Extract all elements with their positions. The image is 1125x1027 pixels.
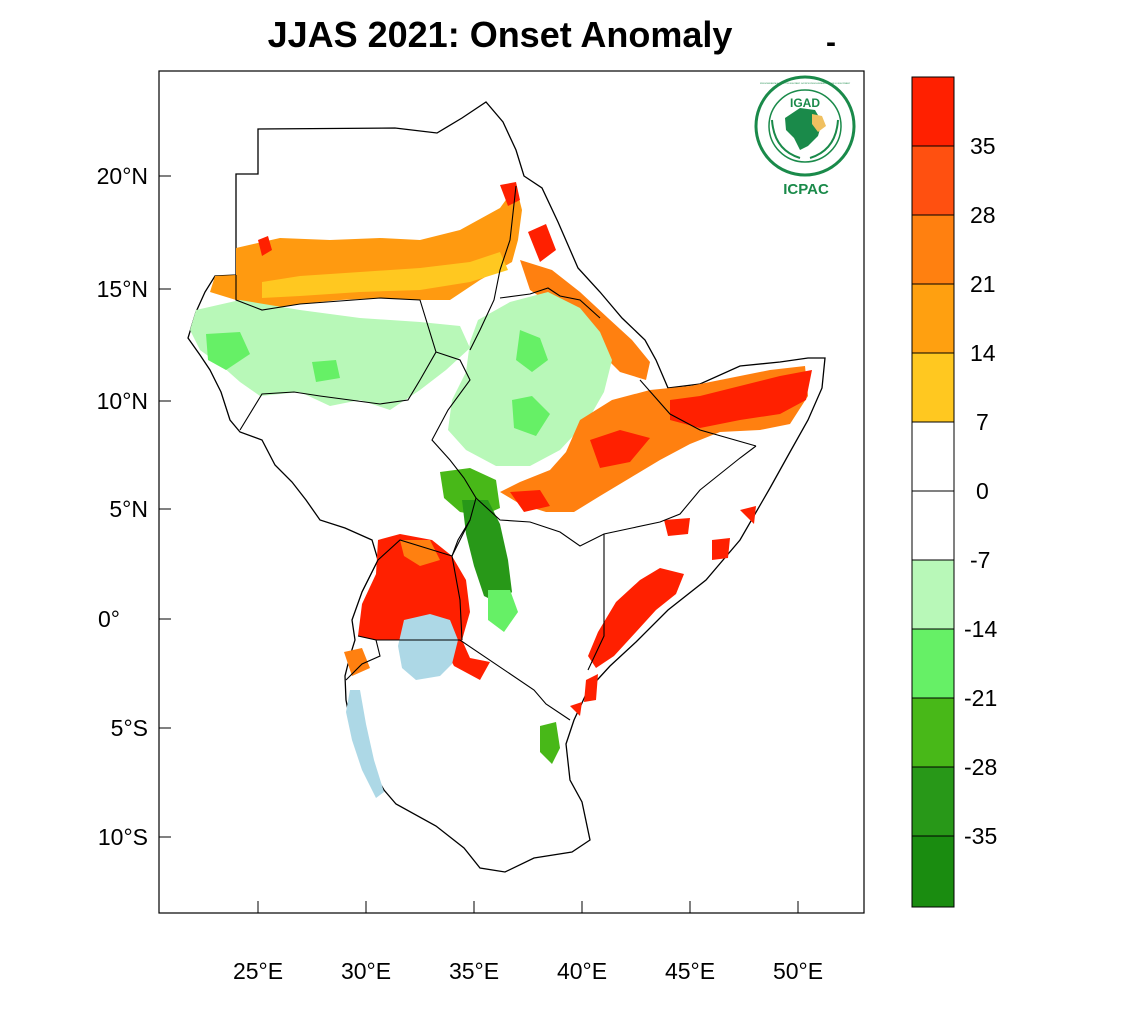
colorbar-box-9: [911, 628, 955, 699]
colorbar-label-9: -21: [964, 685, 997, 711]
colorbar-box-6: [911, 421, 955, 492]
colorbar-label-1: 35: [970, 133, 996, 159]
logo-bottom-text: ICPAC: [783, 181, 829, 198]
colorbar-label-6: 0: [976, 478, 989, 504]
colorbar-label-5: 7: [976, 409, 989, 435]
logo-laurel-icon: [771, 119, 839, 159]
colorbar-label-11: -35: [964, 823, 997, 849]
colorbar-label-4: 14: [970, 340, 996, 366]
colorbar-box-5: [911, 352, 955, 423]
colorbar-box-12: [911, 835, 955, 908]
colorbar-label-3: 21: [970, 271, 996, 297]
colorbar-box-11: [911, 766, 955, 837]
axis-ticks: [159, 175, 799, 913]
anomaly-kenya-green: [462, 500, 512, 604]
anomaly-uganda-orange: [344, 540, 440, 676]
anomaly-sudan-yellow: [262, 252, 508, 298]
lake-tanganyika: [346, 690, 384, 798]
anomaly-somalia-red-spots: [570, 506, 756, 716]
lon-label-40e: 40°E: [557, 958, 607, 984]
map-title: JJAS 2021: Onset Anomaly: [267, 14, 733, 55]
lake-victoria: [398, 614, 458, 680]
colorbar-label-2: 28: [970, 202, 996, 228]
lon-label-50e: 50°E: [773, 958, 823, 984]
country-borders: [235, 185, 757, 721]
lat-label-20n: 20°N: [97, 163, 148, 189]
lat-label-0: 0°: [98, 606, 120, 632]
colorbar-label-10: -28: [964, 754, 997, 780]
lat-labels: 20°N 15°N 10°N 5°N 0° 5°S 10°S: [97, 163, 148, 850]
colorbar-box-7: [911, 490, 955, 561]
lon-label-25e: 25°E: [233, 958, 283, 984]
lat-label-5n: 5°N: [109, 496, 148, 522]
colorbar-box-4: [911, 283, 955, 354]
lat-label-10n: 10°N: [97, 388, 148, 414]
anomaly-kenya-lightgreen: [488, 590, 518, 632]
logo-horn-icon: [812, 114, 826, 132]
anomaly-southsudan-green2: [206, 332, 340, 382]
lat-label-5s: 5°S: [111, 715, 148, 741]
anomaly-somaliland-red: [510, 370, 812, 512]
igad-icpac-logo: IGAD INTERGOVERNMENTAL AUTHORITY ON DEVE…: [754, 75, 856, 198]
anomaly-tanzania-green: [540, 722, 560, 764]
lat-label-10s: 10°S: [98, 824, 148, 850]
map-content: [159, 101, 826, 913]
title-mark: -: [826, 26, 836, 59]
lon-labels: 25°E 30°E 35°E 40°E 45°E 50°E: [233, 958, 823, 984]
anomaly-southsudan-green: [190, 300, 470, 410]
logo-ring-text: INTERGOVERNMENTAL AUTHORITY ON DEVELOPME…: [760, 82, 850, 85]
anomaly-somalia-red: [588, 568, 684, 668]
colorbar-box-2: [911, 145, 955, 216]
lon-label-35e: 35°E: [449, 958, 499, 984]
colorbar-label-8: -14: [964, 616, 997, 642]
anomaly-fills: [190, 182, 812, 798]
colorbar-box-10: [911, 697, 955, 768]
colorbar: 35 28 21 14 7 0 -7 -14 -21 -28 -35: [911, 76, 997, 908]
lon-label-45e: 45°E: [665, 958, 715, 984]
colorbar-box-1: [911, 76, 955, 147]
lon-label-30e: 30°E: [341, 958, 391, 984]
colorbar-label-7: -7: [970, 547, 990, 573]
anomaly-ethiopia-green2: [512, 330, 550, 436]
colorbar-box-8: [911, 559, 955, 630]
lat-label-15n: 15°N: [97, 276, 148, 302]
anomaly-ethiopia-green: [448, 292, 612, 466]
logo-top-text: IGAD: [790, 96, 820, 110]
colorbar-box-3: [911, 214, 955, 285]
